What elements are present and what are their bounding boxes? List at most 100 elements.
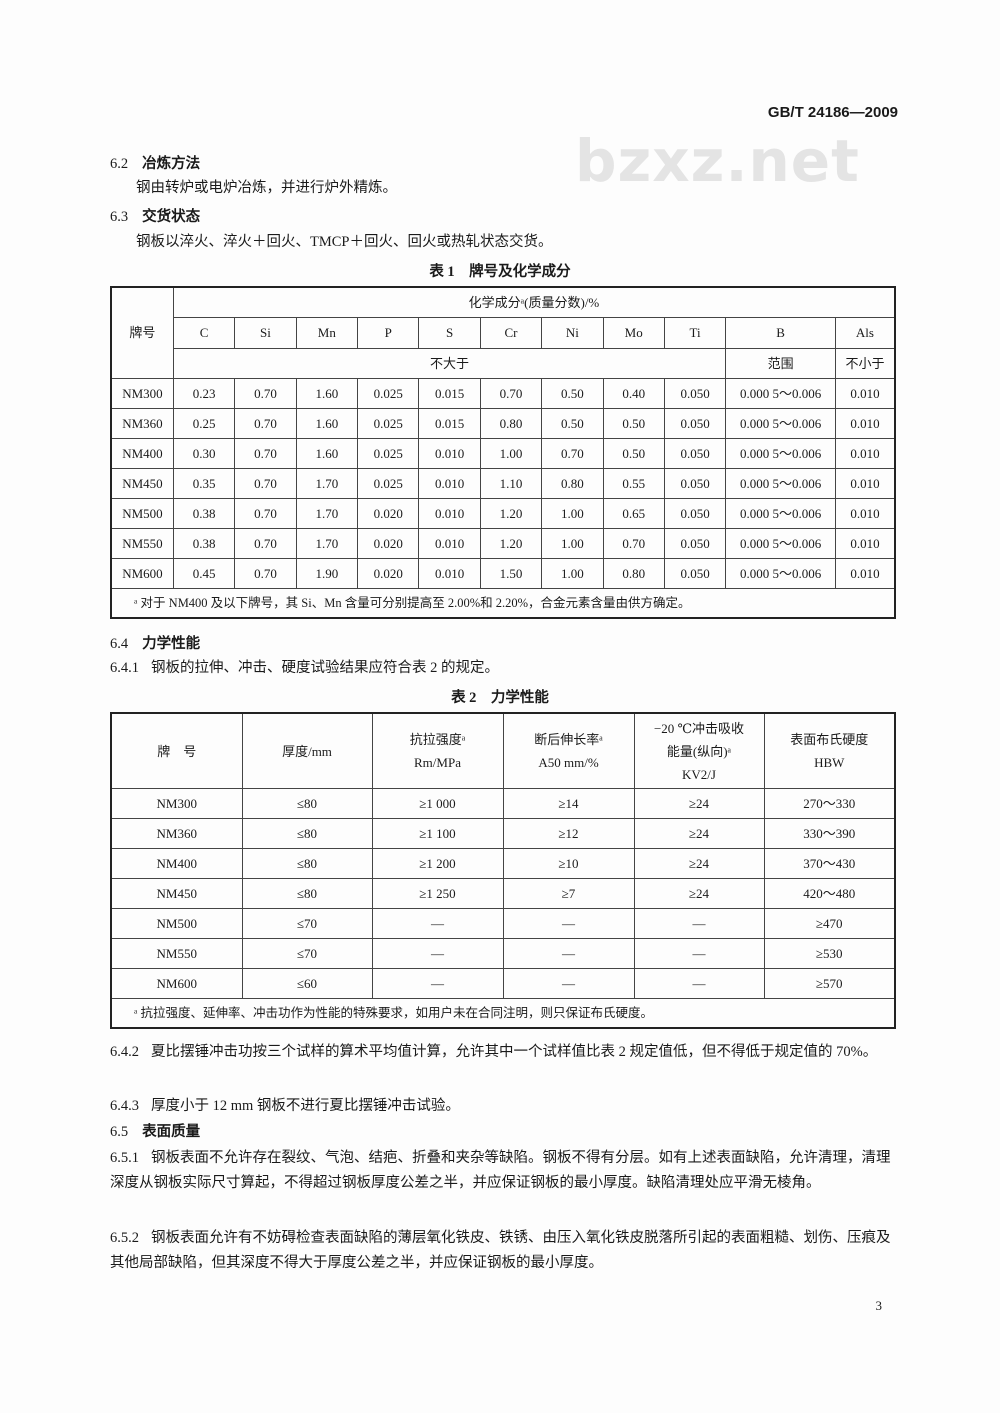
table-cell: 0.050 (663, 498, 727, 529)
table-cell: 1.70 (295, 498, 359, 529)
table-cell: ≥14 (502, 788, 635, 819)
table-cell: 0.70 (234, 408, 297, 439)
table-cell: ≥12 (502, 818, 635, 849)
table-cell: 1.20 (479, 498, 543, 529)
para-6-4-3: 6.4.3 厚度小于 12 mm 钢板不进行夏比摆锤冲击试验。 (110, 1098, 460, 1114)
table-cell: 0.70 (234, 468, 297, 499)
table-cell: — (371, 908, 504, 939)
header-line: 能量(纵向)ᵃ (666, 743, 732, 759)
table-cell: ≥24 (633, 848, 765, 879)
table-cell: 1.90 (295, 558, 359, 589)
table-row: NM450 ≤80 ≥1 250 ≥7 ≥24 420～480 (110, 878, 896, 909)
column-header: 表面布氏硬度 HBW (763, 712, 896, 789)
table-cell: — (502, 908, 635, 939)
table-cell: 1.20 (479, 528, 543, 559)
table-cell: 330～390 (763, 818, 896, 849)
header-row: 牌 号 厚度/mm 抗拉强度ᵃ Rm/MPa 断后伸长率ᵃ A50 mm/% −20 ℃冲击… (110, 712, 896, 789)
table-cell: ≥1 200 (371, 848, 504, 879)
heading-6-2: 6.2 冶炼方法 (110, 156, 201, 172)
table-cell: NM500 (110, 498, 174, 529)
table-cell: 0.000 5～0.006 (725, 408, 836, 439)
table-cell: 0.70 (234, 378, 297, 409)
heading-6-4: 6.4 力学性能 (110, 636, 201, 652)
table-row: NM500 ≤70— — — ≥470 (110, 908, 896, 939)
table-cell: 0.70 (602, 528, 665, 559)
header-line: 断后伸长率ᵃ (534, 732, 603, 747)
table-cell: 0.015 (418, 408, 481, 439)
column-header-si: Si (234, 317, 297, 349)
footnote-row: ᵃ 对于 NM400 及以下牌号，其 Si、Mn 含量可分别提高至 2.00%和… (110, 588, 896, 619)
table-cell: 0.38 (172, 498, 236, 529)
table-cell: ≥7 (502, 878, 635, 909)
table-cell: ≤70 (241, 938, 373, 969)
table-cell: NM300 (110, 378, 174, 409)
limit-max: 不大于 (172, 348, 727, 379)
table-cell: ≥470 (763, 908, 896, 939)
column-header-b: B (725, 317, 836, 349)
table-cell: NM600 (110, 558, 174, 589)
limit-min: 不小于 (834, 348, 896, 379)
table-cell: 0.010 (834, 438, 896, 469)
table-cell: 0.30 (172, 438, 236, 469)
table1-caption: 表 1 牌号及化学成分 (429, 264, 571, 280)
para-6-4-2: 6.4.2 夏比摆锤冲击功按三个试样的算术平均值计算，允许其中一个试样值比表 2 … (110, 1044, 878, 1060)
table-cell: 0.020 (356, 498, 420, 529)
table-cell: 0.010 (418, 468, 481, 499)
table-cell: 0.80 (602, 558, 665, 589)
table-cell: NM450 (110, 878, 243, 909)
table-cell: 1.00 (479, 438, 543, 469)
column-header-s: S (418, 317, 481, 349)
table-cell: 0.050 (663, 558, 727, 589)
table-cell: 0.010 (834, 378, 896, 409)
table-cell: 0.025 (356, 438, 420, 469)
table-cell: 0.015 (418, 378, 481, 409)
table-cell: 0.010 (834, 408, 896, 439)
table-row: NM300 0.23 0.70 1.60 0.025 0.015 0.70 0.50 0.40 0… (110, 378, 896, 409)
table-cell: — (633, 968, 765, 999)
para-6-2: 钢由转炉或电炉冶炼，并进行炉外精炼。 (136, 180, 397, 196)
table-cell: 0.025 (356, 468, 420, 499)
table-cell: 1.60 (295, 438, 359, 469)
table-cell: ≤80 (241, 788, 373, 819)
table-cell: 0.010 (834, 558, 896, 589)
header-line: 厚度/mm (282, 743, 332, 759)
table-row: NM360 0.25 0.70 1.60 0.025 0.015 0.80 0.50 0.50 0… (110, 408, 896, 439)
table-cell: 0.70 (541, 438, 604, 469)
standard-number: GB/T 24186—2009 (767, 104, 898, 121)
table-cell: 0.70 (234, 528, 297, 559)
header-line: KV2/J (682, 766, 716, 782)
table-cell: 1.70 (295, 528, 359, 559)
table-cell: 0.000 5～0.006 (725, 558, 836, 589)
column-header: 牌 号 (110, 712, 243, 789)
table-cell: 0.80 (479, 408, 543, 439)
table2-caption: 表 2 力学性能 (451, 690, 549, 706)
table-cell: ≥24 (633, 818, 765, 849)
table-cell: — (502, 938, 635, 969)
para-6-5-1: 6.5.1 钢板表面不允许存在裂纹、气泡、结疤、折叠和夹杂等缺陷。钢板不得有分层。… (110, 1150, 891, 1191)
column-header: 抗拉强度ᵃ Rm/MPa (371, 712, 504, 789)
watermark: bzxz.net (575, 127, 860, 195)
table-cell: 0.050 (663, 468, 727, 499)
table-cell: 0.050 (663, 378, 727, 409)
table-cell: ≥530 (763, 938, 896, 969)
table-row: NM400 0.30 0.70 1.60 0.025 0.010 1.00 0.70 0.50 0… (110, 438, 896, 469)
table-cell: ≥24 (633, 878, 765, 909)
column-header: 厚度/mm (241, 712, 373, 789)
header-line: 牌 号 (157, 743, 197, 759)
table-cell: ≥24 (633, 788, 765, 819)
table-cell: ≤80 (241, 818, 373, 849)
group-header: 化学成分ᵃ(质量分数)/% (172, 286, 896, 318)
table-cell: 1.70 (295, 468, 359, 499)
table-cell: — (371, 968, 504, 999)
table-cell: ≥1 000 (371, 788, 504, 819)
column-header-mn: Mn (295, 317, 359, 349)
table-cell: 1.50 (479, 558, 543, 589)
table-cell: — (633, 938, 765, 969)
column-header: 断后伸长率ᵃ A50 mm/% (502, 712, 635, 789)
header-row: 不大于 范围 不小于 (111, 348, 896, 379)
table-cell: 0.010 (834, 498, 896, 529)
para-6-3: 钢板以淬火、淬火＋回火、TMCP＋回火、回火或热轧状态交货。 (136, 234, 553, 250)
table-cell: NM550 (110, 528, 174, 559)
table-cell: 0.40 (602, 378, 665, 409)
table-cell: 0.23 (172, 378, 236, 409)
